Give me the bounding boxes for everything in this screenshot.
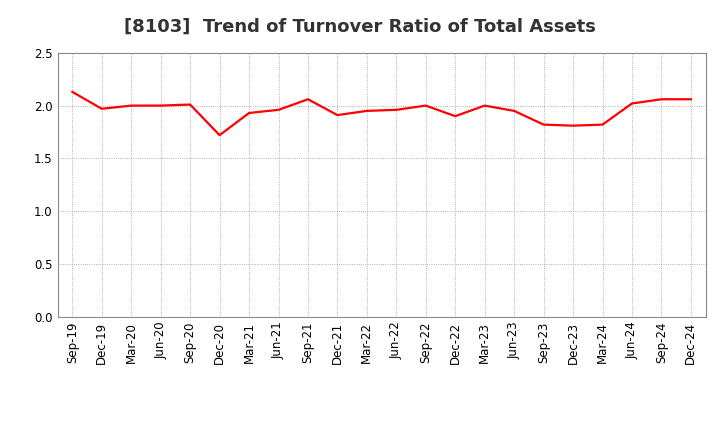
Text: [8103]  Trend of Turnover Ratio of Total Assets: [8103] Trend of Turnover Ratio of Total … [124, 18, 596, 36]
